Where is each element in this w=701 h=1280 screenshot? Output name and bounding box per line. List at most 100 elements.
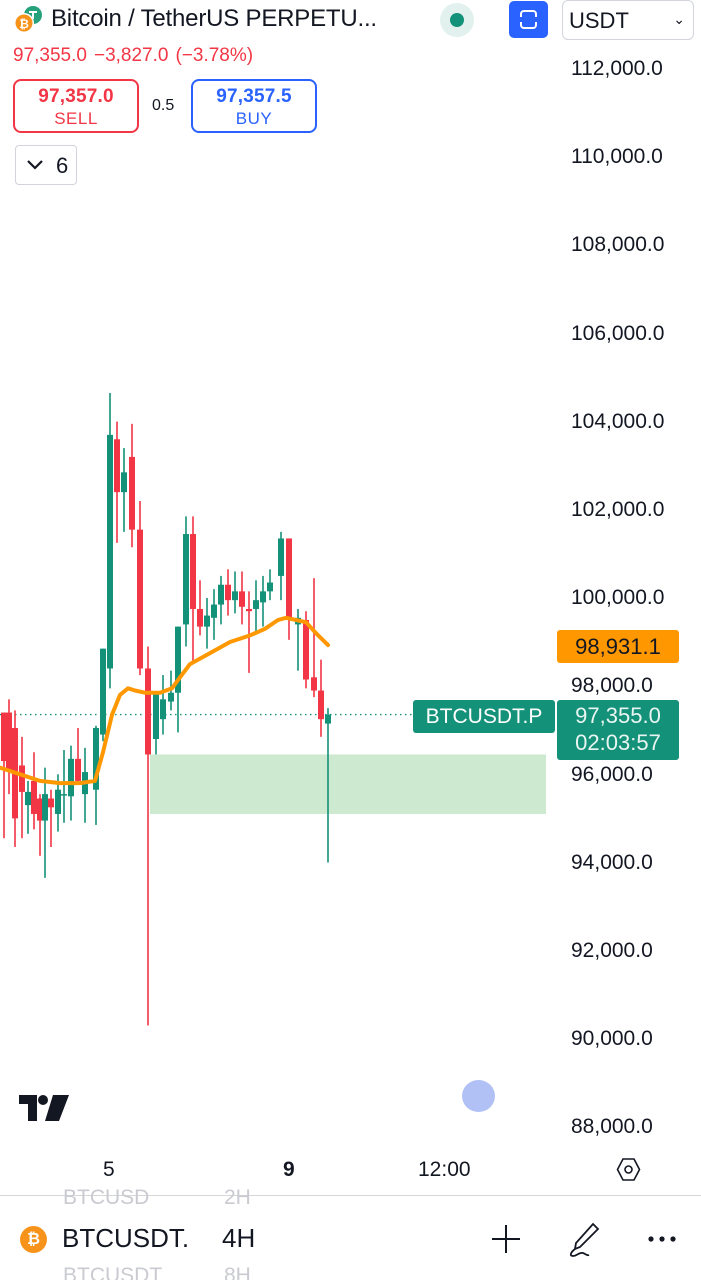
- sell-price: 97,357.0: [38, 86, 114, 107]
- candle-body: [232, 591, 238, 601]
- spread-value: 0.5: [152, 97, 175, 114]
- buy-button[interactable]: 97,357.5 BUY: [191, 79, 317, 133]
- candle-body: [6, 712, 12, 770]
- time-axis-label: 12:00: [418, 1158, 471, 1181]
- last-price: 97,355.0: [13, 45, 87, 66]
- candle-body: [61, 794, 67, 796]
- candle-body: [1, 712, 7, 762]
- candle-body: [204, 615, 210, 627]
- price-summary: 97,355.0 −3,827.0 (−3.78%): [13, 45, 260, 67]
- chevron-down-icon: ⌄: [673, 11, 685, 27]
- price-axis-label: 110,000.0: [571, 145, 663, 169]
- ghost-next-timeframe: 8H: [224, 1264, 251, 1280]
- candle-body: [55, 789, 61, 814]
- candle-body: [160, 699, 166, 720]
- indicators-toggle-button[interactable]: 6: [15, 145, 77, 185]
- time-axis-label: 9: [283, 1158, 295, 1181]
- candle-body: [129, 456, 135, 530]
- divider: [0, 1195, 701, 1196]
- price-axis-label: 92,000.0: [571, 939, 653, 962]
- candle-body: [42, 794, 48, 821]
- candle-body: [197, 608, 203, 627]
- touch-pointer: [462, 1080, 495, 1112]
- candle-body: [19, 765, 25, 792]
- candle-body: [325, 714, 331, 724]
- buy-price: 97,357.5: [216, 86, 292, 107]
- candle-body: [68, 758, 74, 797]
- price-change: −3,827.0: [93, 45, 169, 66]
- chevron-down-icon: [27, 160, 43, 170]
- support-zone[interactable]: [150, 754, 546, 814]
- price-change-percent: (−3.78%): [175, 45, 254, 66]
- price-axis-label: 104,000.0: [571, 409, 665, 433]
- candle-body: [286, 538, 292, 620]
- moving-average-line: [0, 615, 330, 786]
- candle-countdown: 02:03:57: [575, 730, 661, 755]
- price-axis-label: 96,000.0: [571, 762, 653, 786]
- candle-body: [183, 534, 189, 625]
- candle-body: [246, 608, 252, 612]
- chart-settings-icon[interactable]: [616, 1157, 641, 1182]
- symbol-selector[interactable]: BTCUSDT.: [62, 1223, 190, 1253]
- svg-text:₿: ₿: [19, 17, 29, 31]
- drawing-pen-icon[interactable]: [565, 1220, 603, 1258]
- candle-body: [107, 434, 113, 669]
- candle-body: [253, 600, 259, 609]
- price-axis-label: 106,000.0: [571, 321, 665, 345]
- market-open-dot-icon: [450, 13, 464, 27]
- fullscreen-button[interactable]: [509, 1, 548, 38]
- candle-body: [145, 668, 151, 755]
- add-plus-icon[interactable]: [487, 1220, 525, 1258]
- candle-body: [190, 534, 196, 609]
- candle-body: [168, 692, 174, 702]
- bitcoin-tether-icon: ₿: [14, 6, 42, 33]
- candle-body: [267, 582, 273, 592]
- candle-body: [260, 591, 266, 603]
- candle-body: [239, 591, 245, 607]
- candle-body: [137, 529, 143, 669]
- ghost-prev-timeframe: 2H: [224, 1186, 251, 1209]
- market-status-indicator[interactable]: [440, 3, 474, 37]
- price-axis-label: 112,000.0: [571, 57, 663, 80]
- ma-value-label: 98,931.1: [557, 630, 679, 663]
- price-axis-label: 102,000.0: [571, 498, 665, 521]
- currency-value: USDT: [569, 8, 629, 33]
- ghost-next-symbol: BTCUSDT: [63, 1264, 163, 1280]
- candle-body: [218, 584, 224, 605]
- sell-label: SELL: [54, 109, 98, 128]
- currency-select[interactable]: USDT ⌄: [562, 0, 694, 40]
- candle-body: [225, 584, 231, 601]
- candle-body: [175, 626, 181, 693]
- candle-body: [311, 677, 317, 691]
- price-axis-label: 88,000.0: [571, 1115, 653, 1139]
- price-axis-label: 94,000.0: [571, 850, 653, 874]
- last-price-value: 97,355.0: [575, 703, 661, 728]
- candle-body: [48, 798, 54, 808]
- candle-body: [93, 727, 99, 790]
- candle-body: [303, 620, 309, 680]
- price-axis-label: 108,000.0: [571, 233, 665, 257]
- indicators-count: 6: [56, 153, 69, 178]
- symbol-title[interactable]: Bitcoin / TetherUS PERPETU...: [51, 5, 377, 32]
- candle-body: [31, 780, 37, 814]
- candle-body: [318, 690, 324, 720]
- time-axis-label: 5: [103, 1158, 115, 1181]
- candle-body: [100, 648, 106, 735]
- candle-body: [25, 791, 31, 806]
- chart-header: ₿ Bitcoin / TetherUS PERPETU... USDT ⌄: [0, 0, 701, 50]
- price-axis-label: 90,000.0: [571, 1027, 653, 1051]
- price-axis-label: 98,000.0: [571, 674, 653, 698]
- fullscreen-icon: [520, 10, 537, 29]
- price-axis-label: 100,000.0: [571, 586, 665, 610]
- sell-button[interactable]: 97,357.0 SELL: [13, 79, 139, 133]
- candle-body: [37, 798, 43, 821]
- tradingview-logo-icon[interactable]: [19, 1095, 69, 1121]
- candle-body: [75, 758, 81, 781]
- buy-label: BUY: [235, 109, 273, 128]
- more-options-icon[interactable]: [643, 1220, 681, 1258]
- timeframe-selector[interactable]: 4H: [222, 1223, 256, 1253]
- ticker-tag: BTCUSDT.P: [413, 700, 555, 733]
- candle-body: [278, 538, 284, 576]
- bitcoin-icon: ₿: [20, 1226, 47, 1253]
